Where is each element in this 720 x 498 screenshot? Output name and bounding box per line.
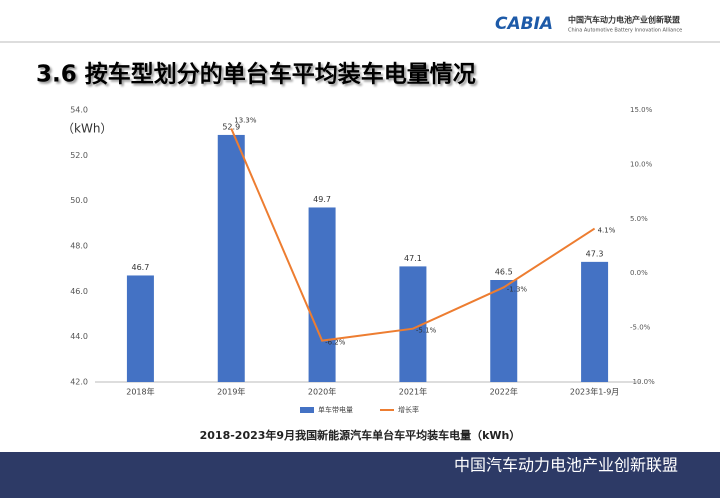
x-tick-label: 2019年 [217,387,245,397]
caption: 2018-2023年9月我国新能源汽车单台车平均装车电量（kWh） [200,428,521,442]
y-tick-label: 50.0 [70,196,88,205]
y2-tick-label: 10.0% [630,160,653,168]
bar [581,261,609,382]
bar-value-label: 49.7 [313,195,331,204]
x-tick-label: 2018年 [126,387,154,397]
y-unit: （kWh） [62,122,112,136]
y-tick-label: 54.0 [70,106,88,115]
y-tick-label: 46.0 [70,287,88,296]
bar-value-label: 46.7 [132,263,150,272]
line-value-label: 13.3% [234,116,257,124]
legend-label: 增长率 [398,405,419,414]
y-tick-label: 42.0 [70,378,88,387]
bar [308,207,336,382]
x-tick-label: 2020年 [308,387,336,397]
bar-value-label: 46.5 [495,268,513,277]
y-tick-label: 52.0 [70,151,88,160]
x-tick-label: 2022年 [490,387,518,397]
bar-value-label: 47.3 [586,249,604,258]
y-tick-label: 48.0 [70,242,88,251]
y2-tick-label: -10.0% [630,378,655,386]
bar [490,280,518,382]
footer-text: 中国汽车动力电池产业创新联盟 [454,456,678,475]
y-tick-label: 44.0 [70,332,88,341]
footer-bar [0,452,720,498]
line-value-label: -5.1% [416,327,437,335]
y2-tick-label: 0.0% [630,269,648,277]
slide-title: 3.6 按车型划分的单台车平均装车电量情况 [36,61,476,88]
bar-value-label: 52.9 [222,122,240,131]
org-cn: 中国汽车动力电池产业创新联盟 [568,15,680,25]
bar-value-label: 47.1 [404,254,422,263]
bar [217,134,245,382]
x-tick-label: 2023年1-9月 [570,387,619,397]
y2-tick-label: 5.0% [630,215,648,223]
legend-label: 单车带电量 [318,405,353,414]
line-value-label: -1.3% [507,285,528,293]
line [230,128,596,342]
org-en: China Automotive Battery Innovation Alli… [568,28,682,34]
line-value-label: 4.1% [598,227,616,235]
y2-tick-label: -5.0% [630,324,651,332]
logo: CABIA [495,14,553,34]
legend-swatch [300,407,314,413]
x-tick-label: 2021年 [399,387,427,397]
bar [126,275,154,382]
line-value-label: -6.2% [325,339,346,347]
y2-tick-label: 15.0% [630,106,653,114]
